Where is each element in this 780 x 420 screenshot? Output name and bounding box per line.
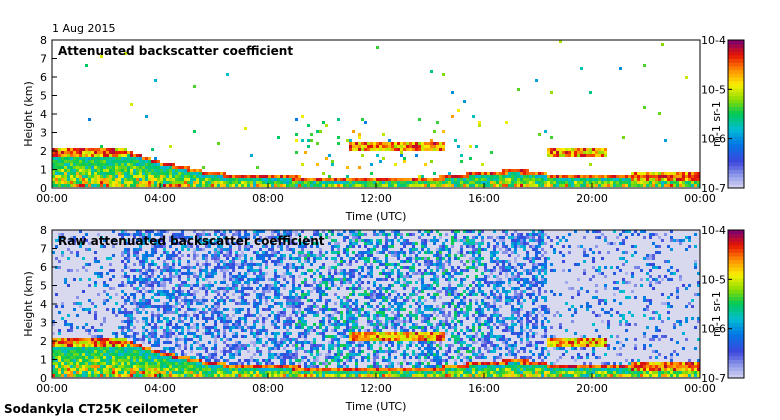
- colorbar-unit: m-1 sr-1: [710, 101, 723, 147]
- x-axis-label: Time (UTC): [345, 210, 407, 223]
- colorbar-frame: [727, 39, 745, 189]
- y-tick-label: 1: [40, 164, 47, 177]
- x-tick-label: 12:00: [360, 192, 392, 205]
- x-tick-label: 04:00: [144, 192, 176, 205]
- x-tick-label: 00:00: [684, 382, 716, 395]
- x-tick-label: 00:00: [36, 192, 68, 205]
- date-label: 1 Aug 2015: [52, 22, 115, 35]
- colorbar-unit: m-1 sr-1: [710, 291, 723, 337]
- y-tick-label: 6: [40, 71, 47, 84]
- colorbar: [728, 40, 744, 189]
- x-tick-label: 00:00: [36, 382, 68, 395]
- panel-raw: Raw attenuated backscatter coefficient 0 1…: [22, 224, 745, 413]
- y-tick-label: 4: [40, 108, 47, 121]
- colorbar-frame: [727, 229, 745, 379]
- x-tick-label: 08:00: [252, 192, 284, 205]
- x-axis-label: Time (UTC): [345, 400, 407, 413]
- y-tick-label: 0: [40, 372, 47, 385]
- panel-title: Raw attenuated backscatter coefficient: [58, 234, 325, 248]
- colorbar-tick-label: 10-7: [701, 182, 726, 195]
- colorbar-tick-label: 10-7: [701, 372, 726, 385]
- y-axis-label: Height (km): [22, 271, 35, 337]
- panel-title: Attenuated backscatter coefficient: [58, 44, 293, 58]
- heatmap: [52, 40, 700, 187]
- colorbar-tick-label: 10-6: [701, 323, 726, 336]
- y-tick-label: 2: [40, 335, 47, 348]
- y-tick-label: 0: [40, 182, 47, 195]
- y-tick-label: 7: [40, 243, 47, 256]
- y-axis-label: Height (km): [22, 81, 35, 147]
- colorbar: [728, 230, 744, 379]
- x-tick-label: 20:00: [576, 382, 608, 395]
- y-tick-label: 8: [40, 224, 47, 237]
- colorbar-tick-label: 10-4: [701, 34, 726, 47]
- y-tick-label: 6: [40, 261, 47, 274]
- colorbar-tick-label: 10-6: [701, 133, 726, 146]
- colorbar-tick-label: 10-5: [701, 83, 726, 96]
- panel-attenuated: Attenuated backscatter coefficient 0 1 2 3 4 5…: [22, 34, 745, 223]
- x-tick-label: 20:00: [576, 192, 608, 205]
- y-tick-label: 3: [40, 127, 47, 140]
- colorbar-tick-label: 10-4: [701, 224, 726, 237]
- y-tick-label: 7: [40, 53, 47, 66]
- y-tick-label: 5: [40, 90, 47, 103]
- y-tick-label: 1: [40, 354, 47, 367]
- x-tick-label: 04:00: [144, 382, 176, 395]
- instrument-label: Sodankyla CT25K ceilometer: [4, 402, 198, 416]
- colorbar-tick-label: 10-5: [701, 273, 726, 286]
- y-tick-label: 3: [40, 317, 47, 330]
- x-tick-label: 16:00: [468, 382, 500, 395]
- y-tick-label: 4: [40, 298, 47, 311]
- heatmap: [52, 230, 700, 377]
- x-tick-label: 12:00: [360, 382, 392, 395]
- x-tick-label: 08:00: [252, 382, 284, 395]
- x-tick-label: 16:00: [468, 192, 500, 205]
- y-tick-label: 5: [40, 280, 47, 293]
- x-tick-label: 00:00: [684, 192, 716, 205]
- y-tick-label: 8: [40, 34, 47, 47]
- y-tick-label: 2: [40, 145, 47, 158]
